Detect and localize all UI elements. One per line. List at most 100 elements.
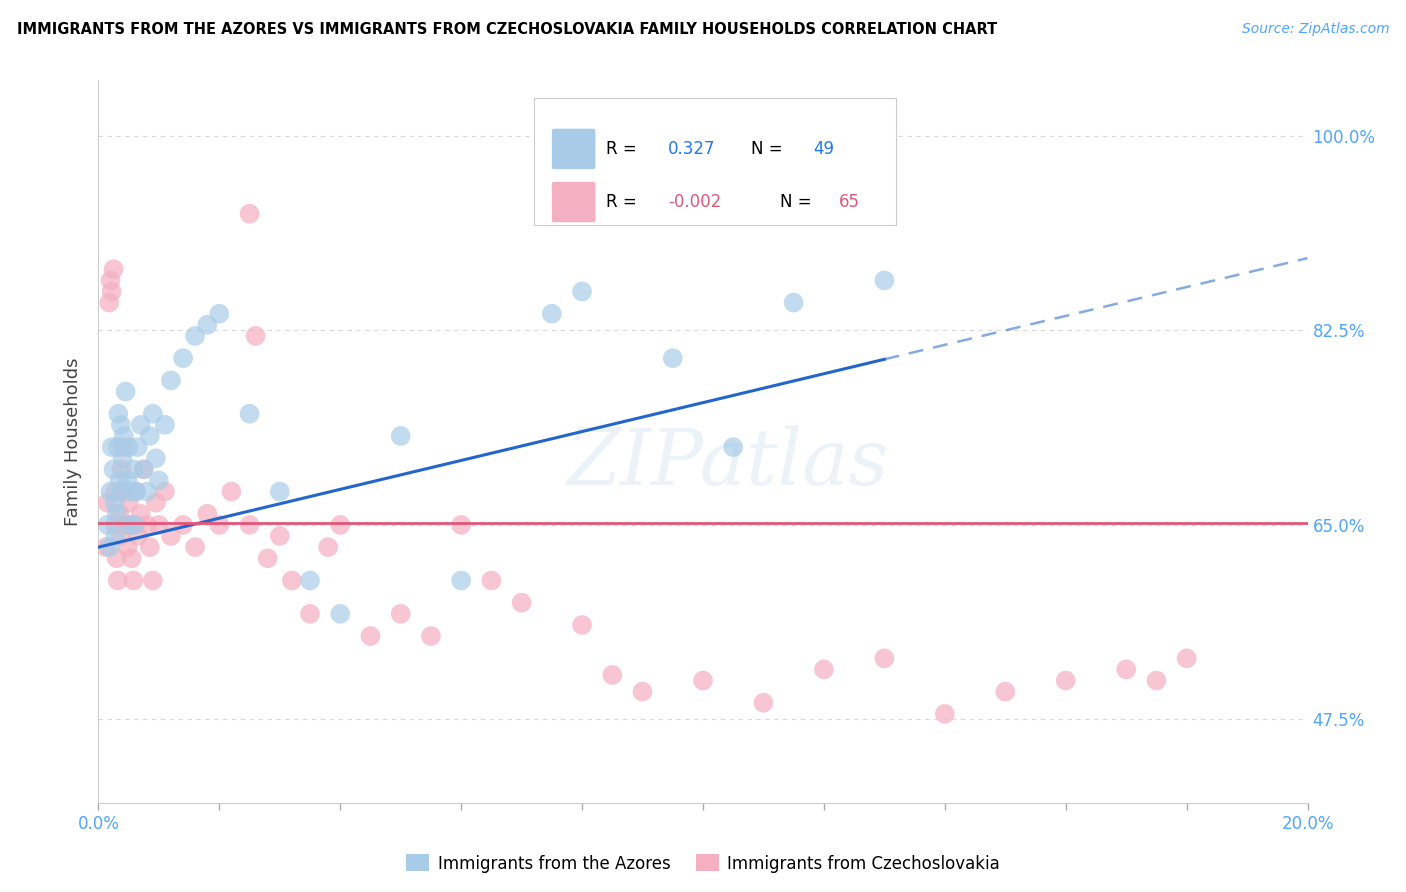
Point [122,574,145,588]
Point [184,329,207,343]
Point [873,273,896,287]
Point [239,517,262,532]
Point [112,484,135,499]
Point [112,429,135,443]
Point [121,551,143,566]
Point [723,440,745,454]
Point [132,462,155,476]
Point [145,451,167,466]
Point [129,507,152,521]
Point [96,517,118,532]
Point [148,474,170,488]
Point [104,496,127,510]
Point [139,540,162,554]
Point [114,517,136,532]
Point [110,417,132,432]
Point [316,540,339,554]
Point [135,517,157,532]
Point [142,407,165,421]
Point [94,540,117,554]
Point [1175,651,1198,665]
Point [125,484,148,499]
Point [631,684,654,698]
Point [118,440,141,454]
Point [103,262,125,277]
Point [96,496,118,510]
Point [125,484,148,499]
Point [110,462,132,476]
Point [127,440,149,454]
Legend: Immigrants from the Azores, Immigrants from Czechoslovakia: Immigrants from the Azores, Immigrants f… [399,847,1007,880]
Point [98,540,121,554]
Point [104,484,127,499]
Point [100,273,122,287]
Point [107,407,129,421]
Point [118,517,141,532]
Point [100,484,122,499]
Point [160,529,183,543]
Point [117,474,139,488]
Y-axis label: Family Households: Family Households [65,358,83,525]
Point [299,574,322,588]
Point [103,462,125,476]
Point [299,607,322,621]
Point [360,629,382,643]
Point [107,574,129,588]
Point [245,329,267,343]
Point [111,451,134,466]
Point [142,574,165,588]
Point [540,307,562,321]
Point [111,440,134,454]
Point [420,629,443,643]
Point [934,706,956,721]
Point [389,429,412,443]
Point [122,462,145,476]
Point [1054,673,1077,688]
Point [100,440,122,454]
Point [114,384,136,399]
Point [256,551,278,566]
Point [281,574,304,588]
Point [98,295,121,310]
Point [450,517,472,532]
Point [153,484,176,499]
Point [208,517,231,532]
Point [184,540,207,554]
Point [139,429,162,443]
Point [107,440,129,454]
Point [117,540,139,554]
Text: IMMIGRANTS FROM THE AZORES VS IMMIGRANTS FROM CZECHOSLOVAKIA FAMILY HOUSEHOLDS C: IMMIGRANTS FROM THE AZORES VS IMMIGRANTS… [17,22,997,37]
Point [510,596,533,610]
Point [195,507,218,521]
Point [105,551,128,566]
Point [121,484,143,499]
Point [692,673,714,688]
Point [118,496,141,510]
Point [108,507,131,521]
Point [329,517,352,532]
Point [145,496,167,510]
Point [132,462,155,476]
Point [1146,673,1168,688]
Point [118,517,141,532]
Point [239,407,262,421]
Point [153,417,176,432]
Point [160,373,183,387]
Point [571,285,593,299]
Point [110,529,132,543]
Text: ZIPatlas: ZIPatlas [567,425,889,501]
Point [783,295,806,310]
Point [208,307,231,321]
Point [661,351,683,366]
Point [104,529,127,543]
Point [124,517,146,532]
Point [873,651,896,665]
Point [172,351,194,366]
Point [389,607,412,621]
Point [571,618,593,632]
Point [269,529,291,543]
Point [124,517,146,532]
Point [239,207,262,221]
Point [100,285,122,299]
Point [221,484,243,499]
